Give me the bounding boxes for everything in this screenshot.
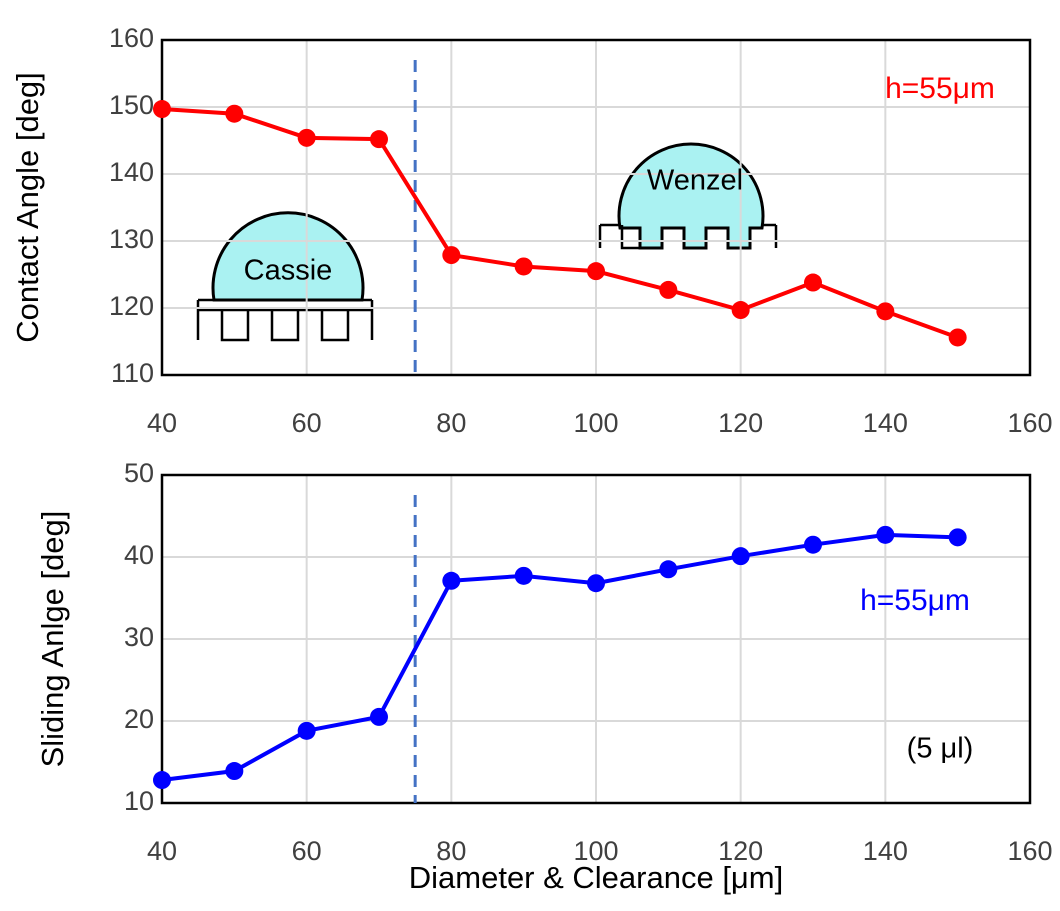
y-tick-label: 30 xyxy=(124,622,154,652)
y-tick-label: 150 xyxy=(109,90,154,120)
data-point xyxy=(731,547,750,566)
x-tick-label: 160 xyxy=(1007,408,1052,438)
data-point xyxy=(225,104,244,123)
x-tick-label: 160 xyxy=(1007,836,1052,866)
data-point xyxy=(948,528,967,547)
y-tick-label: 40 xyxy=(124,540,154,570)
data-point xyxy=(876,525,895,544)
plot-border xyxy=(160,473,1032,805)
x-axis-label: Diameter & Clearance [μm] xyxy=(409,860,783,895)
data-point xyxy=(514,566,533,585)
data-point xyxy=(297,128,316,147)
data-point xyxy=(370,130,388,149)
y-tick-label: 110 xyxy=(111,358,154,388)
x-tick-label: 120 xyxy=(718,836,763,866)
x-tick-label: 80 xyxy=(436,836,466,866)
annotation: (5 μl) xyxy=(907,733,974,765)
x-tick-label: 40 xyxy=(147,836,177,866)
data-point xyxy=(442,571,461,590)
annotation: Wenzel xyxy=(647,165,743,197)
data-point xyxy=(587,574,605,593)
y-tick-label: 20 xyxy=(124,704,154,734)
wenzel-drawing xyxy=(598,142,778,250)
y-tick-label: 130 xyxy=(109,224,154,254)
data-point xyxy=(804,273,822,292)
data-point xyxy=(659,560,678,579)
data-point xyxy=(731,301,750,320)
data-point xyxy=(514,257,533,276)
y-tick-label: 50 xyxy=(124,458,154,488)
data-point xyxy=(297,721,316,740)
data-point xyxy=(153,771,171,790)
plot-border xyxy=(160,38,1032,377)
data-point xyxy=(370,707,388,726)
x-tick-label: 140 xyxy=(863,408,908,438)
data-point xyxy=(804,535,822,554)
x-tick-label: 80 xyxy=(436,408,466,438)
y-axis-label: Sliding Anlge [deg] xyxy=(35,511,70,768)
data-point xyxy=(876,302,895,321)
x-tick-label: 60 xyxy=(292,836,322,866)
data-point xyxy=(153,100,171,119)
series-label: h=55μm xyxy=(860,584,970,617)
data-point xyxy=(587,262,605,281)
series-line xyxy=(161,107,959,340)
data-point xyxy=(948,328,967,347)
y-tick-label: 120 xyxy=(109,291,154,321)
x-tick-label: 40 xyxy=(147,408,177,438)
x-tick-label: 60 xyxy=(292,408,322,438)
series-label: h=55μm xyxy=(885,72,995,105)
data-point xyxy=(442,246,461,265)
x-tick-label: 100 xyxy=(573,836,618,866)
annotation: Cassie xyxy=(244,255,333,287)
y-axis-label: Contact Angle [deg] xyxy=(10,72,45,343)
x-tick-label: 100 xyxy=(573,408,618,438)
data-point xyxy=(659,280,678,299)
data-point xyxy=(225,762,244,781)
cassie-drawing xyxy=(196,211,374,342)
x-tick-label: 140 xyxy=(863,836,908,866)
x-tick-label: 120 xyxy=(718,408,763,438)
y-tick-label: 10 xyxy=(124,786,154,816)
series-line xyxy=(161,532,958,783)
y-tick-label: 140 xyxy=(109,157,154,187)
y-tick-label: 160 xyxy=(109,23,154,53)
